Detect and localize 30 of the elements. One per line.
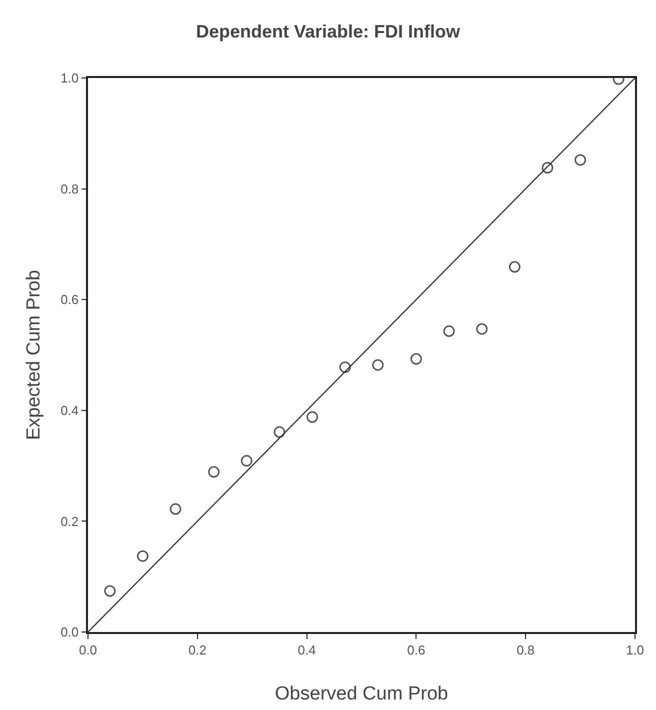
y-tick-label: 1.0 — [60, 70, 79, 86]
point — [104, 585, 116, 597]
point — [136, 550, 148, 562]
y-tick-label: 0.6 — [60, 292, 79, 308]
x-tick-label: 0.0 — [78, 642, 98, 658]
y-axis-title: Expected Cum Prob — [24, 270, 44, 440]
x-tick-label: 0.6 — [407, 642, 426, 658]
point — [542, 162, 554, 174]
point — [476, 323, 488, 335]
x-axis-title: Observed Cum Prob — [274, 684, 448, 704]
point — [508, 261, 520, 273]
point — [339, 361, 351, 373]
chart-title: Dependent Variable: FDI Inflow — [196, 21, 462, 42]
point — [574, 154, 586, 166]
point — [410, 353, 422, 365]
point — [240, 455, 252, 467]
y-tick-label: 0.4 — [60, 402, 79, 418]
y-tick-label: 0.2 — [60, 514, 79, 529]
y-tick-label: 0.0 — [60, 624, 79, 640]
point — [306, 411, 318, 423]
x-tick-label: 0.2 — [188, 642, 206, 658]
point — [372, 359, 384, 371]
point — [170, 503, 182, 515]
point — [274, 426, 286, 438]
x-tick-label: 0.8 — [516, 642, 535, 658]
y-tick-label: 0.8 — [60, 181, 79, 196]
point — [208, 466, 220, 478]
x-tick-label: 0.4 — [298, 642, 316, 658]
x-tick-label: 1.0 — [626, 642, 644, 658]
point — [443, 325, 455, 337]
